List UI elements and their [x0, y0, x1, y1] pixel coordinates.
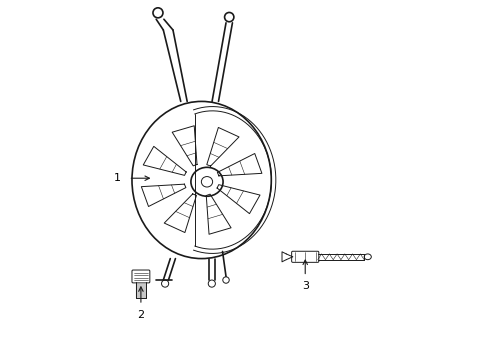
Text: 3: 3 [301, 281, 308, 291]
Text: 2: 2 [137, 310, 144, 320]
Text: 1: 1 [114, 173, 121, 183]
